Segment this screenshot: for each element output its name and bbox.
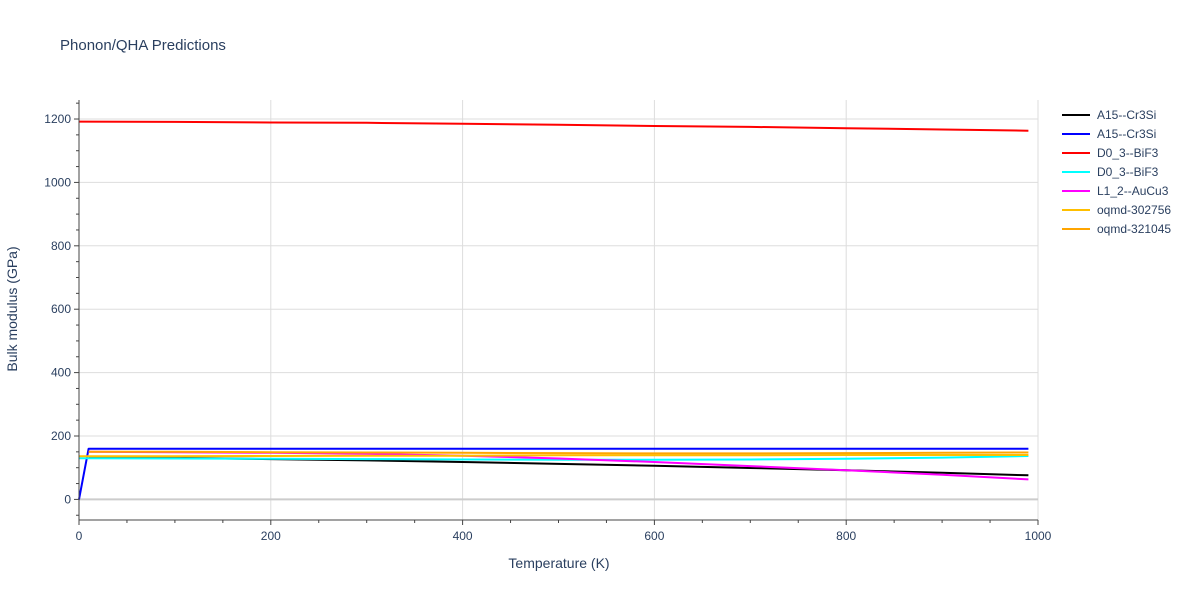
x-tick-labels: 0 200 400 600 800 1000 [76,529,1052,543]
x-tick-label: 1000 [1025,529,1052,543]
series-line [79,454,1029,458]
legend-item[interactable]: A15--Cr3Si [1062,127,1156,141]
legend-label: A15--Cr3Si [1097,108,1156,122]
legend-label: D0_3--BiF3 [1097,146,1159,160]
x-axis-title: Temperature (K) [508,555,609,571]
legend-item[interactable]: D0_3--BiF3 [1062,146,1159,160]
legend-label: oqmd-321045 [1097,222,1171,236]
series-line [88,450,1029,455]
y-tick-label: 0 [64,492,71,506]
x-tick-label: 200 [261,529,281,543]
x-tick-label: 0 [76,529,83,543]
chart-title: Phonon/QHA Predictions [60,37,226,54]
axes [74,100,1039,525]
legend-item[interactable]: A15--Cr3Si [1062,108,1156,122]
x-tick-label: 400 [453,529,473,543]
grid-lines [79,100,1039,520]
legend-item[interactable]: oqmd-302756 [1062,203,1171,217]
series-line [78,120,1029,132]
x-tick-label: 600 [644,529,664,543]
legend-item[interactable]: D0_3--BiF3 [1062,165,1159,179]
y-tick-label: 600 [51,302,71,316]
y-axis-title: Bulk modulus (GPa) [4,246,20,371]
legend-label: L1_2--AuCu3 [1097,184,1169,198]
legend[interactable]: A15--Cr3Si A15--Cr3Si D0_3--BiF3 D0_3--BiF3… [1062,108,1171,236]
legend-item[interactable]: oqmd-321045 [1062,222,1171,236]
x-tick-label: 800 [836,529,856,543]
series-line [78,455,1029,461]
y-tick-label: 1000 [44,175,71,189]
legend-label: D0_3--BiF3 [1097,165,1159,179]
legend-label: A15--Cr3Si [1097,127,1156,141]
legend-item[interactable]: L1_2--AuCu3 [1062,184,1169,198]
series-lines [78,120,1029,500]
y-tick-label: 200 [51,429,71,443]
y-tick-labels: 0 200 400 600 800 1000 1200 [44,112,71,506]
series-line [78,447,1029,500]
y-tick-label: 1200 [44,112,71,126]
legend-label: oqmd-302756 [1097,203,1171,217]
y-tick-label: 800 [51,239,71,253]
y-tick-label: 400 [51,366,71,380]
